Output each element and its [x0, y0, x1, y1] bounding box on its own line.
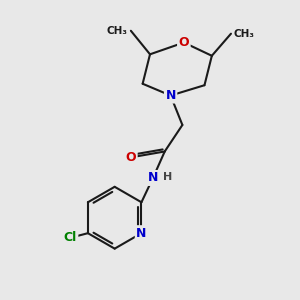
- Text: O: O: [178, 36, 189, 49]
- Text: Cl: Cl: [64, 231, 77, 244]
- Text: O: O: [125, 151, 136, 164]
- Text: N: N: [148, 172, 158, 184]
- Text: CH₃: CH₃: [107, 26, 128, 36]
- Text: CH₃: CH₃: [234, 29, 255, 39]
- Text: N: N: [136, 227, 147, 240]
- Text: N: N: [165, 89, 176, 102]
- Text: H: H: [163, 172, 172, 182]
